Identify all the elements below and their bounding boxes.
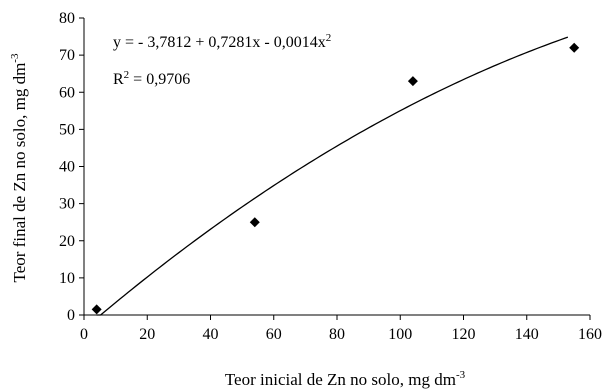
x-tick-label: 0	[80, 326, 88, 343]
y-tick-label: 80	[59, 10, 75, 27]
y-tick-label: 0	[67, 307, 75, 324]
y-axis-title: Teor final de Zn no solo, mg dm-3	[9, 53, 29, 282]
y-ticks: 0 10 20 30 40 50 60 70 80	[59, 10, 84, 324]
x-tick-label: 140	[515, 326, 539, 343]
y-axis-title-text: Teor final de Zn no solo, mg dm	[10, 63, 29, 283]
y-tick-label: 10	[59, 270, 75, 287]
equation-superscript: 2	[326, 32, 332, 44]
y-tick-label: 60	[59, 84, 75, 101]
x-axis-title: Teor inicial de Zn no solo, mg dm-3	[225, 369, 466, 389]
equation-text: y = - 3,7812 + 0,7281x - 0,0014x	[113, 34, 326, 51]
x-axis-title-superscript: -3	[456, 369, 466, 381]
r-squared-annotation: R2 = 0,9706	[113, 69, 190, 88]
y-axis-title-superscript: -3	[9, 53, 21, 63]
data-point	[91, 304, 102, 315]
x-ticks: 0 20 40 60 80 100 120 140 160	[80, 315, 602, 343]
x-tick-label: 20	[139, 326, 155, 343]
r-squared-prefix: R	[113, 71, 124, 88]
x-tick-label: 120	[452, 326, 476, 343]
y-tick-label: 20	[59, 233, 75, 250]
x-tick-label: 160	[578, 326, 602, 343]
x-axis-title-text: Teor inicial de Zn no solo, mg dm	[225, 370, 456, 389]
data-point	[249, 217, 260, 228]
x-tick-label: 40	[203, 326, 219, 343]
x-tick-label: 60	[266, 326, 282, 343]
x-tick-label: 100	[388, 326, 412, 343]
y-tick-label: 40	[59, 159, 75, 176]
y-tick-label: 30	[59, 196, 75, 213]
data-point	[569, 42, 580, 53]
x-tick-label: 80	[329, 326, 345, 343]
axes: 0 20 40 60 80 100 120 140 160 0 10 20 30 40 50 60 70 80	[59, 10, 602, 343]
fit-curve	[96, 36, 569, 316]
data-point	[407, 76, 418, 87]
r-squared-superscript: 2	[124, 69, 130, 81]
r-squared-value: = 0,9706	[129, 71, 190, 88]
y-tick-label: 70	[59, 47, 75, 64]
y-tick-label: 50	[59, 121, 75, 138]
data-points	[91, 42, 580, 315]
equation-annotation: y = - 3,7812 + 0,7281x - 0,0014x2	[113, 32, 331, 51]
